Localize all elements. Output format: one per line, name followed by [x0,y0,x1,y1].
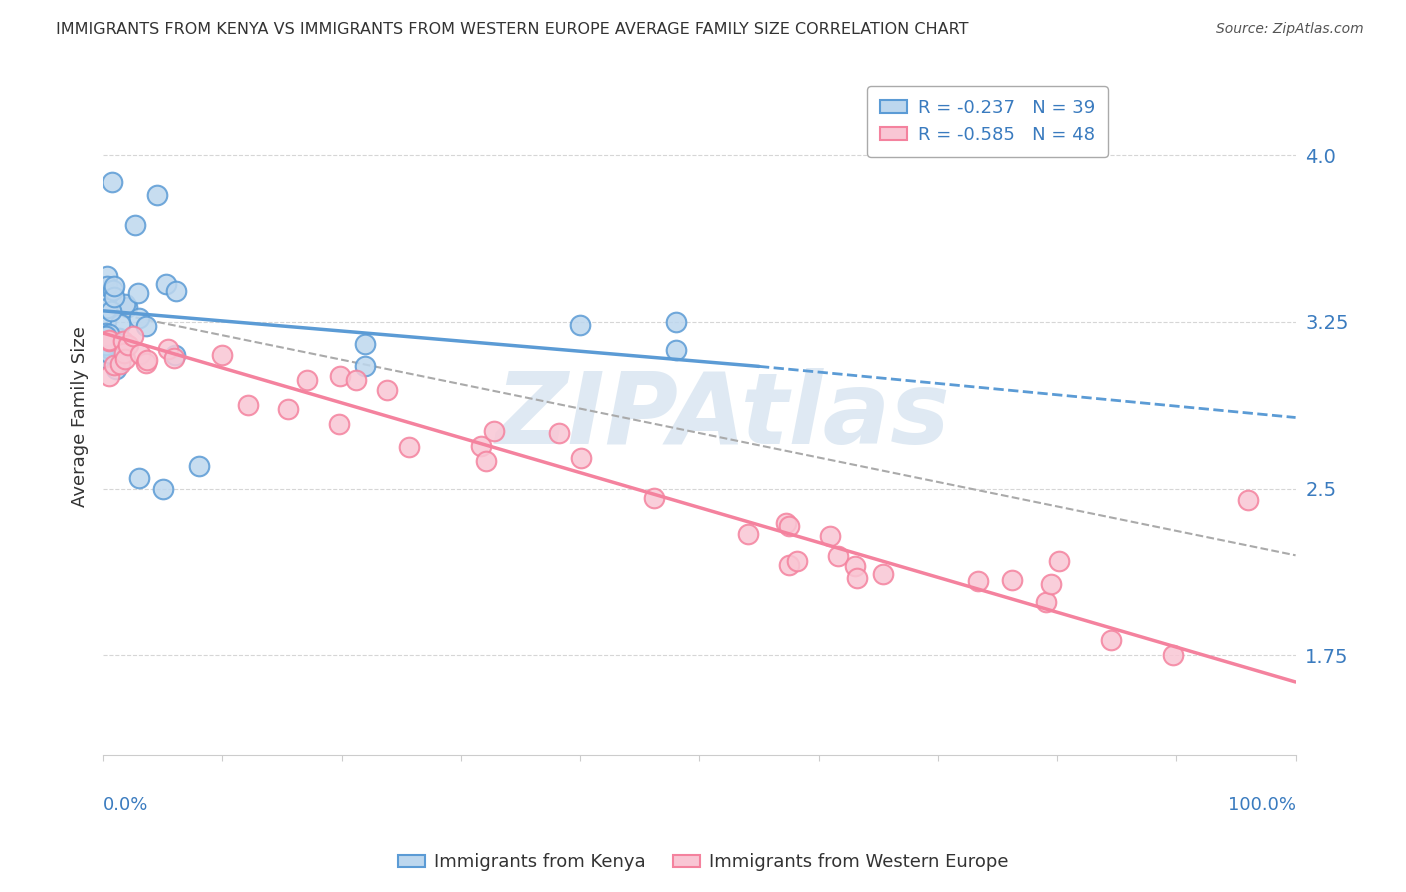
Point [103,279,125,293]
Point [470,439,492,453]
Point [569,450,592,465]
Point [818,529,841,543]
Point [277,401,299,416]
Point [96,314,118,328]
Point [96,268,118,283]
Text: IMMIGRANTS FROM KENYA VS IMMIGRANTS FROM WESTERN EUROPE AVERAGE FAMILY SIZE CORR: IMMIGRANTS FROM KENYA VS IMMIGRANTS FROM… [56,22,969,37]
Point [354,337,377,351]
Point [157,342,180,356]
Point [967,574,990,588]
Point [98,333,121,347]
Point [155,277,177,291]
Point [375,383,398,397]
Point [1047,554,1070,568]
Point [103,358,125,372]
Point [94,329,117,343]
Text: ZIPAtlas: ZIPAtlas [496,368,950,465]
Point [117,337,139,351]
Point [128,470,150,484]
Point [329,369,352,384]
Point [236,399,259,413]
Legend: R = -0.237   N = 39, R = -0.585   N = 48: R = -0.237 N = 39, R = -0.585 N = 48 [868,87,1108,157]
Point [96,279,118,293]
Point [103,283,125,297]
Point [152,482,174,496]
Point [94,338,117,352]
Point [98,369,121,384]
Point [1161,648,1184,662]
Point [112,346,135,360]
Point [98,326,121,341]
Point [1099,632,1122,647]
Point [108,317,131,331]
Point [108,331,131,345]
Point [163,349,186,363]
Point [105,362,128,376]
Point [96,343,118,357]
Point [211,348,233,362]
Point [1035,594,1057,608]
Point [737,527,759,541]
Text: Source: ZipAtlas.com: Source: ZipAtlas.com [1216,22,1364,37]
Point [844,559,866,574]
Point [354,359,377,373]
Point [569,318,592,332]
Text: 100.0%: 100.0% [1227,796,1295,814]
Point [114,297,136,311]
Point [1039,577,1062,591]
Legend: Immigrants from Kenya, Immigrants from Western Europe: Immigrants from Kenya, Immigrants from W… [391,847,1015,879]
Point [872,566,894,581]
Point [786,554,808,568]
Point [98,346,121,360]
Point [775,516,797,530]
Point [664,315,686,329]
Point [96,301,118,316]
Point [166,285,188,299]
Point [398,440,420,454]
Point [114,351,136,366]
Point [163,351,186,366]
Point [108,358,131,372]
Text: 0.0%: 0.0% [103,796,149,814]
Point [297,373,319,387]
Point [129,347,152,361]
Point [643,491,665,506]
Point [98,343,121,357]
Point [128,311,150,326]
Point [778,519,800,533]
Point [127,285,149,300]
Point [475,453,498,467]
Point [778,558,800,573]
Y-axis label: Average Family Size: Average Family Size [72,326,89,507]
Point [1001,574,1024,588]
Point [135,356,157,370]
Point [103,290,125,304]
Point [547,425,569,440]
Point [124,218,146,232]
Point [100,175,122,189]
Point [344,373,367,387]
Point [108,354,131,368]
Point [112,334,135,348]
Point [146,188,169,202]
Point [846,571,869,585]
Point [827,549,849,564]
Point [187,459,209,474]
Point [115,301,138,315]
Point [135,318,157,333]
Point [94,351,117,365]
Point [664,343,686,358]
Point [98,334,121,348]
Point [136,352,159,367]
Point [122,328,145,343]
Point [100,304,122,318]
Point [482,425,505,439]
Point [1237,492,1260,507]
Point [328,417,350,432]
Point [94,326,117,341]
